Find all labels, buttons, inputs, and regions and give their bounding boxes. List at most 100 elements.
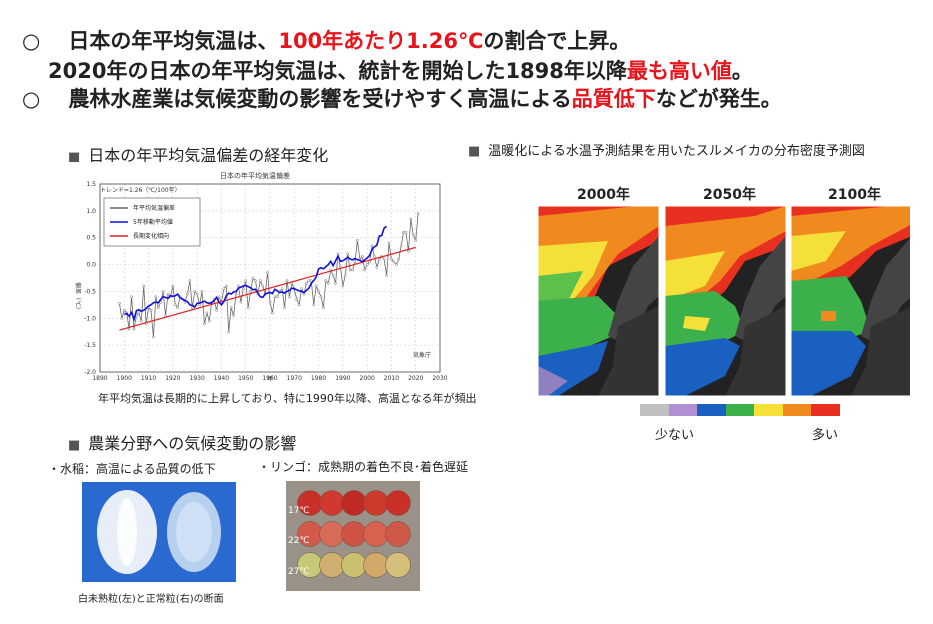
annual-point	[215, 308, 218, 312]
annual-point	[149, 308, 153, 312]
legend-label: 5年移動平均値	[133, 218, 173, 226]
annual-point	[353, 260, 357, 264]
annual-point	[295, 298, 299, 301]
annual-point	[326, 282, 330, 285]
annual-point	[122, 308, 126, 312]
annual-point	[348, 268, 352, 272]
annual-point	[217, 295, 221, 299]
series-annual-line	[119, 213, 419, 338]
temperature-anomaly-chart: 日本の年平均気温偏差 トレンド=1.26（℃/100年） 偏差（℃） 年 気象庁…	[60, 162, 460, 392]
plot-frame	[99, 183, 441, 373]
annual-point	[193, 290, 197, 293]
annual-point	[324, 279, 328, 283]
annual-point	[385, 273, 388, 277]
annual-point	[222, 287, 226, 291]
annual-point	[309, 279, 313, 283]
annual-point	[382, 257, 386, 261]
y-tick-label: 0.0	[86, 262, 96, 269]
bullet-mark: ○	[22, 29, 41, 53]
highlight-text: 100年あたり1.26℃	[278, 29, 484, 53]
map-year-2000: 2000年	[577, 187, 630, 203]
annual-point	[207, 319, 211, 323]
apple-temp-22: 22℃	[288, 536, 310, 546]
annual-point	[343, 273, 347, 277]
apple-photo: 17℃ 22℃ 27℃	[286, 481, 420, 591]
annual-point	[331, 273, 335, 277]
density-color-scale	[640, 404, 841, 416]
annual-point	[307, 279, 311, 283]
annual-point	[251, 276, 255, 280]
x-tick-label: 1940	[214, 375, 229, 382]
annual-point	[283, 306, 286, 309]
annual-point	[139, 319, 143, 323]
annual-point	[411, 233, 415, 237]
bullet-text: 日本の年平均気温は、	[68, 29, 279, 53]
x-axis-label: 年	[267, 375, 273, 383]
annual-point	[360, 255, 364, 258]
bullet-text: 。	[731, 59, 753, 83]
annual-point	[275, 295, 279, 299]
chart-title: 日本の年平均気温偏差	[220, 171, 290, 180]
annual-point	[244, 279, 248, 283]
apple	[385, 490, 411, 516]
bullet-mark: ○	[22, 87, 41, 111]
annual-point	[319, 295, 323, 299]
x-tick-label: 2000	[360, 375, 375, 382]
apple	[363, 552, 389, 578]
annual-point	[271, 311, 274, 315]
y-axis-label: 偏差（℃）	[74, 282, 82, 313]
annual-point	[285, 279, 289, 283]
x-tick-label: 1950	[238, 375, 253, 382]
credit-label: 気象庁	[413, 351, 431, 359]
rice-label: ・水稲：高温による品質の低下	[48, 462, 216, 476]
annual-point	[280, 287, 284, 291]
annual-point	[399, 244, 403, 248]
bullet-text: の割合で上昇。	[483, 29, 631, 53]
annual-point	[156, 306, 160, 309]
y-tick-label: 0.5	[86, 235, 96, 242]
annual-point	[305, 282, 308, 285]
annual-point	[173, 303, 177, 307]
scale-low-label: 少ない	[655, 428, 695, 443]
annual-point	[402, 230, 405, 234]
annual-point	[297, 303, 301, 307]
annual-point	[227, 330, 231, 334]
annual-point	[161, 290, 165, 293]
annual-point	[387, 241, 391, 245]
rice-grain-photo	[82, 482, 236, 582]
x-tick-label: 1910	[141, 375, 156, 382]
apple	[363, 521, 389, 547]
apple	[319, 552, 345, 578]
annual-point	[266, 271, 269, 274]
annual-point	[239, 300, 243, 304]
square-bullet-icon: ■	[68, 438, 81, 453]
section-title-text: 日本の年平均気温偏差の経年変化	[88, 146, 329, 165]
y-tick-label: -1.5	[84, 342, 96, 349]
annual-point	[166, 292, 170, 296]
annual-point	[288, 295, 291, 299]
highlight-text: 最も高い値	[626, 59, 732, 83]
annual-point	[258, 279, 262, 283]
annual-point	[390, 257, 393, 261]
y-tick-label: 1.0	[86, 208, 96, 215]
annual-point	[246, 306, 250, 309]
annual-point	[198, 303, 201, 307]
annual-point	[195, 292, 199, 296]
annual-point	[341, 284, 345, 288]
annual-point	[249, 290, 252, 293]
annual-point	[356, 239, 359, 242]
bullet-line-2: 2020年の日本の年平均気温は、統計を開始した1898年以降最も高い値。	[48, 58, 753, 85]
annual-point	[127, 327, 131, 331]
annual-point	[241, 287, 245, 291]
legend-label: 年平均気温偏差	[133, 204, 175, 212]
bullet-text: 農林水産業は気候変動の影響を受けやすく高温による	[68, 87, 572, 111]
series-5yr-line	[123, 225, 388, 323]
annual-point	[300, 287, 303, 291]
annual-point	[317, 290, 320, 293]
x-tick-label: 1920	[165, 375, 180, 382]
annual-point	[351, 268, 354, 272]
y-tick-label: -0.5	[84, 288, 96, 295]
annual-point	[186, 292, 189, 296]
annual-point	[229, 306, 233, 309]
